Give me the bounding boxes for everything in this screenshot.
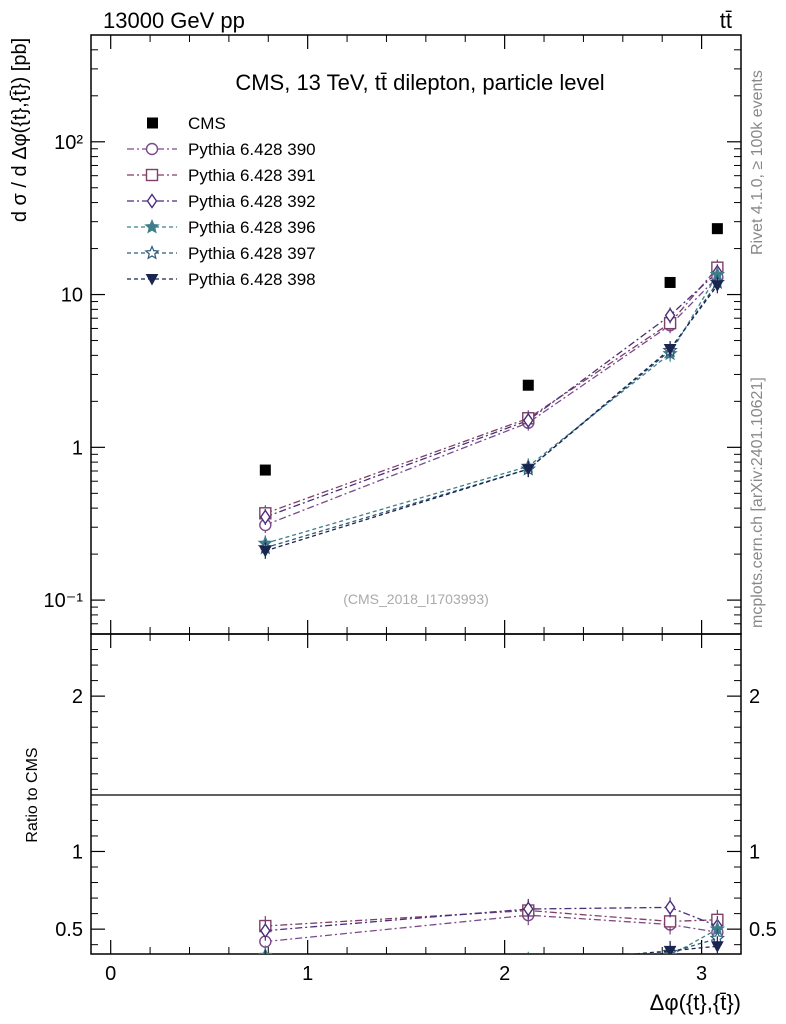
main-series-points [257,223,726,559]
cms-data-point [711,223,723,235]
series-line [265,284,718,552]
ratio-point [523,959,534,969]
legend-marker [146,193,158,209]
ratio-plot-frame [90,633,742,955]
ratio-series-line [627,945,718,954]
x-tick-label: 1 [302,963,313,985]
legend-marker [144,218,160,234]
main-y-tick-label: 10² [54,132,83,154]
legend-marker [145,274,159,286]
legend-label-cms: CMS [188,114,226,133]
legend-marker-cms [147,117,158,129]
y-axis-label-main: d σ / d Δφ({t},{t̄}) [pb] [9,38,31,222]
ratio-y-tick-label-right: 1 [749,841,760,863]
series-line [265,274,718,545]
x-tick-label: 2 [499,963,510,985]
series-point [521,464,535,476]
main-series-lines [265,267,718,552]
ratio-point [522,901,534,917]
series-point [258,545,272,558]
main-y-ticks: 10⁻¹ 1 10 10² [44,34,741,635]
ratio-series-line [640,937,718,954]
ratio-y-tick-label-right: 0.5 [749,919,777,941]
legend-label: Pythia 6.428 392 [188,192,316,211]
legend-label: Pythia 6.428 397 [188,244,316,263]
ratio-y-tick-label: 2 [72,686,83,708]
ratio-series-group [257,897,726,969]
legend-label: Pythia 6.428 396 [188,218,316,237]
series-line [265,276,718,526]
main-y-tick-label: 1 [72,437,83,459]
legend-marker [144,244,160,260]
series-point [259,509,271,525]
main-y-tick-label: 10 [61,285,83,307]
ratio-point [664,899,676,916]
series-line [265,282,718,549]
ratio-y-tick-label: 1 [72,841,83,863]
series-point [711,280,724,292]
x-axis-label: Δφ({t},{t̄}) [650,990,741,1015]
legend: CMS Pythia 6.428 390 Pythia 6.428 391 Pythi… [127,114,316,289]
rivet-label: Rivet 4.1.0, ≥ 100k events [749,70,766,255]
ratio-y-tick-label-right: 2 [749,686,760,708]
series-line [265,271,718,518]
ratio-series-line [265,906,718,932]
ratio-series-line [265,914,718,943]
ratio-point [260,956,271,966]
legend-label: Pythia 6.428 398 [188,270,316,289]
x-tick-label: 0 [105,963,116,985]
series-line [265,267,718,514]
legend-label: Pythia 6.428 391 [188,166,316,185]
mcplots-label: mcplots.cern.ch [arXiv:2401.10621] [749,377,766,628]
plot-title: CMS, 13 TeV, tt̄ dilepton, particle leve… [235,70,604,95]
ratio-point [528,953,529,954]
series-point [664,307,676,324]
plot-watermark: (CMS_2018_I1703993) [343,591,489,607]
y-axis-label-ratio: Ratio to CMS [24,747,41,842]
header-right: tt̄ [720,8,732,33]
ratio-y-ticks: 0.5 0.5 1 1 2 2 [55,649,777,946]
cms-data-point [259,464,271,476]
ratio-y-tick-label: 0.5 [55,919,83,941]
ratio-point [663,945,677,954]
series-point [663,344,677,356]
legend-marker [145,142,159,156]
ratio-point [711,941,724,953]
ratio-series-lines [257,897,726,969]
legend-marker [145,168,159,182]
header-left: 13000 GeV pp [103,8,245,33]
legend-label: Pythia 6.428 390 [188,140,316,159]
cms-data-point [522,379,534,391]
main-y-tick-label: 10⁻¹ [44,590,84,612]
ratio-point [259,922,271,939]
x-ticks: 0 1 2 3 [105,35,707,985]
x-tick-label: 3 [696,963,707,985]
ratio-series-line [671,928,718,954]
cms-data-point [664,276,676,288]
series-point [522,412,534,429]
ratio-series-line [265,909,718,927]
ratio-point [522,957,534,969]
ratio-point [663,915,677,928]
